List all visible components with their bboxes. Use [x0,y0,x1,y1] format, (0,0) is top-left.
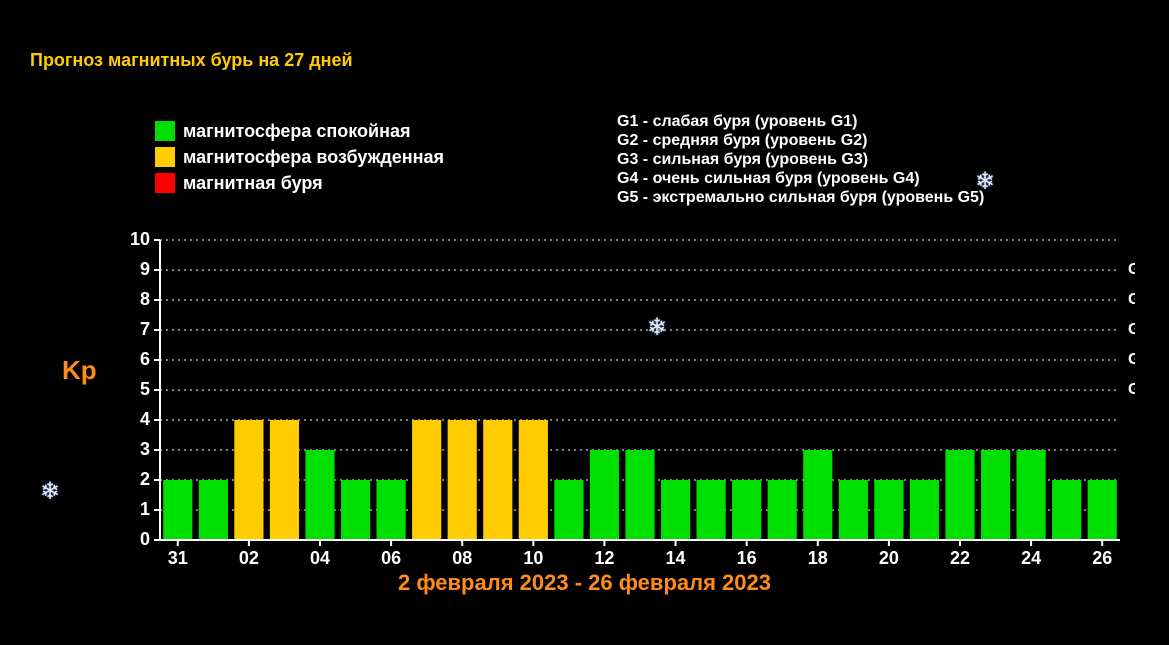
y-tick-label: 4 [140,409,150,429]
bar [270,420,299,540]
x-tick-label: 04 [310,548,330,568]
g-level-label: G1 [1128,381,1135,398]
g-level-label: G2 [1128,351,1135,368]
bar [483,420,512,540]
chart-svg: 012345678910G1G2G3G4G5310204060810121416… [115,225,1135,585]
legend-item: магнитосфера возбужденная [155,146,444,168]
g-level-label: G5 [1128,261,1135,278]
bar [448,420,477,540]
bar [803,450,832,540]
page-root: Прогноз магнитных бурь на 27 дней магнит… [0,0,1169,645]
bar [874,480,903,540]
y-tick-label: 9 [140,259,150,279]
g-legend-line: G5 - экстремально сильная буря (уровень … [617,188,984,207]
snowflake-icon: ❄ [40,477,60,506]
legend-label: магнитосфера спокойная [183,120,411,142]
g-legend-line: G2 - средняя буря (уровень G2) [617,131,984,150]
g-level-label: G4 [1128,291,1135,308]
bar [163,480,192,540]
bar [234,420,263,540]
bar [305,450,334,540]
y-tick-label: 5 [140,379,150,399]
bar [661,480,690,540]
x-tick-label: 20 [879,548,899,568]
x-tick-label: 26 [1092,548,1112,568]
bar [412,420,441,540]
bar [1088,480,1117,540]
bar [625,450,654,540]
bar [1052,480,1081,540]
bar [910,480,939,540]
legend-item: магнитосфера спокойная [155,120,444,142]
x-tick-label: 02 [239,548,259,568]
y-axis-label: Kp [62,355,97,386]
bar [697,480,726,540]
legend-left: магнитосфера спокойная магнитосфера возбу… [155,120,444,198]
x-tick-label: 16 [737,548,757,568]
bar [732,480,761,540]
y-tick-label: 2 [140,469,150,489]
x-tick-label: 22 [950,548,970,568]
page-title: Прогноз магнитных бурь на 27 дней [30,50,353,71]
y-tick-label: 0 [140,529,150,549]
x-tick-label: 08 [452,548,472,568]
y-tick-label: 7 [140,319,150,339]
x-tick-label: 06 [381,548,401,568]
x-tick-label: 12 [594,548,614,568]
bar [768,480,797,540]
legend-label: магнитная буря [183,172,323,194]
bar [519,420,548,540]
x-tick-label: 24 [1021,548,1041,568]
g-legend-line: G3 - сильная буря (уровень G3) [617,150,984,169]
y-tick-label: 1 [140,499,150,519]
x-tick-label: 14 [666,548,686,568]
legend-swatch [155,147,175,167]
bar [554,480,583,540]
bar [377,480,406,540]
legend-swatch [155,121,175,141]
legend-right: G1 - слабая буря (уровень G1)G2 - средня… [617,112,984,207]
bar [1017,450,1046,540]
bar [199,480,228,540]
y-tick-label: 3 [140,439,150,459]
g-legend-line: G4 - очень сильная буря (уровень G4) [617,169,984,188]
bar [590,450,619,540]
x-tick-label: 10 [523,548,543,568]
y-tick-label: 6 [140,349,150,369]
bar [839,480,868,540]
y-tick-label: 8 [140,289,150,309]
bar [341,480,370,540]
legend-label: магнитосфера возбужденная [183,146,444,168]
bar-chart: 012345678910G1G2G3G4G5310204060810121416… [115,225,1075,525]
g-legend-line: G1 - слабая буря (уровень G1) [617,112,984,131]
x-axis-title: 2 февраля 2023 - 26 февраля 2023 [0,570,1169,596]
legend-item: магнитная буря [155,172,444,194]
g-level-label: G3 [1128,321,1135,338]
legend-swatch [155,173,175,193]
bar [945,450,974,540]
x-tick-label: 18 [808,548,828,568]
y-tick-label: 10 [130,229,150,249]
snowflake-icon: ❄ [975,167,995,196]
x-tick-label: 31 [168,548,188,568]
bar [981,450,1010,540]
snowflake-icon: ❄ [647,313,667,342]
